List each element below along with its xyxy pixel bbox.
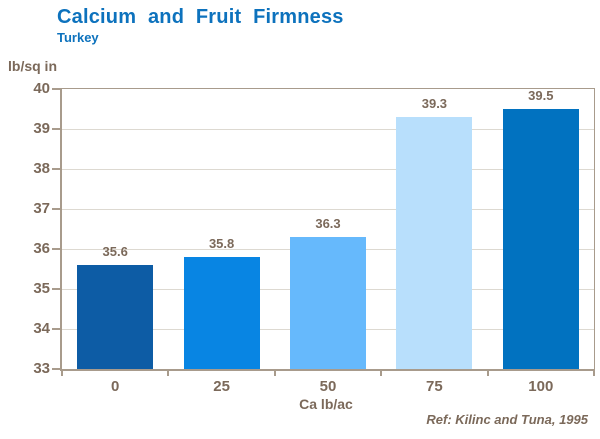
x-axis-tick [487, 371, 489, 376]
bar [290, 237, 366, 369]
y-tick-label: 33 [33, 360, 50, 377]
bar [396, 117, 473, 369]
bar [183, 257, 260, 369]
y-tick-label: 39 [33, 120, 50, 137]
x-axis-label: Ca lb/ac [299, 396, 353, 412]
y-axis-tick [52, 128, 60, 130]
y-axis-tick [52, 328, 60, 330]
chart-title: Calcium and Fruit Firmness [57, 6, 344, 28]
reference-note: Ref: Kilinc and Tuna, 1995 [426, 412, 588, 427]
x-axis-tick [167, 371, 169, 376]
y-axis-tick [52, 88, 60, 90]
y-axis-tick [52, 288, 60, 290]
x-axis-tick [593, 371, 595, 376]
bar-value-label: 39.5 [528, 88, 554, 103]
bar-value-label: 35.6 [102, 244, 128, 259]
y-axis-tick [52, 168, 60, 170]
y-axis-label: lb/sq in [8, 58, 57, 74]
x-axis-tick [61, 371, 63, 376]
x-tick-label: 25 [213, 378, 230, 395]
y-axis-tick [52, 368, 60, 370]
y-tick-label: 36 [33, 240, 50, 257]
y-tick-label: 34 [33, 320, 50, 337]
x-axis-tick [274, 371, 276, 376]
y-axis-tick [52, 248, 60, 250]
y-tick-label: 38 [33, 160, 50, 177]
bar-value-label: 39.3 [421, 96, 448, 111]
y-tick-label: 37 [33, 200, 50, 217]
x-tick-label: 100 [528, 378, 554, 395]
x-tick-label: 0 [111, 378, 120, 395]
y-tick-label: 35 [33, 280, 50, 297]
bar [502, 109, 579, 369]
gridline [62, 128, 594, 130]
gridline [62, 168, 594, 170]
y-axis-tick [52, 208, 60, 210]
bar-value-label: 35.8 [208, 236, 235, 251]
plot-area: 33 34 35 36 37 38 39 40 35.6 0 35.8 25 36.3 50 39.3 75 3… [33, 80, 595, 395]
x-tick-label: 75 [426, 378, 443, 395]
bar [77, 265, 154, 369]
gridline [62, 208, 594, 210]
x-tick-label: 50 [319, 378, 337, 395]
bar-value-label: 36.3 [315, 216, 341, 231]
y-tick-label: 40 [33, 80, 50, 97]
x-axis-tick [380, 371, 382, 376]
chart-subtitle: Turkey [57, 30, 99, 45]
